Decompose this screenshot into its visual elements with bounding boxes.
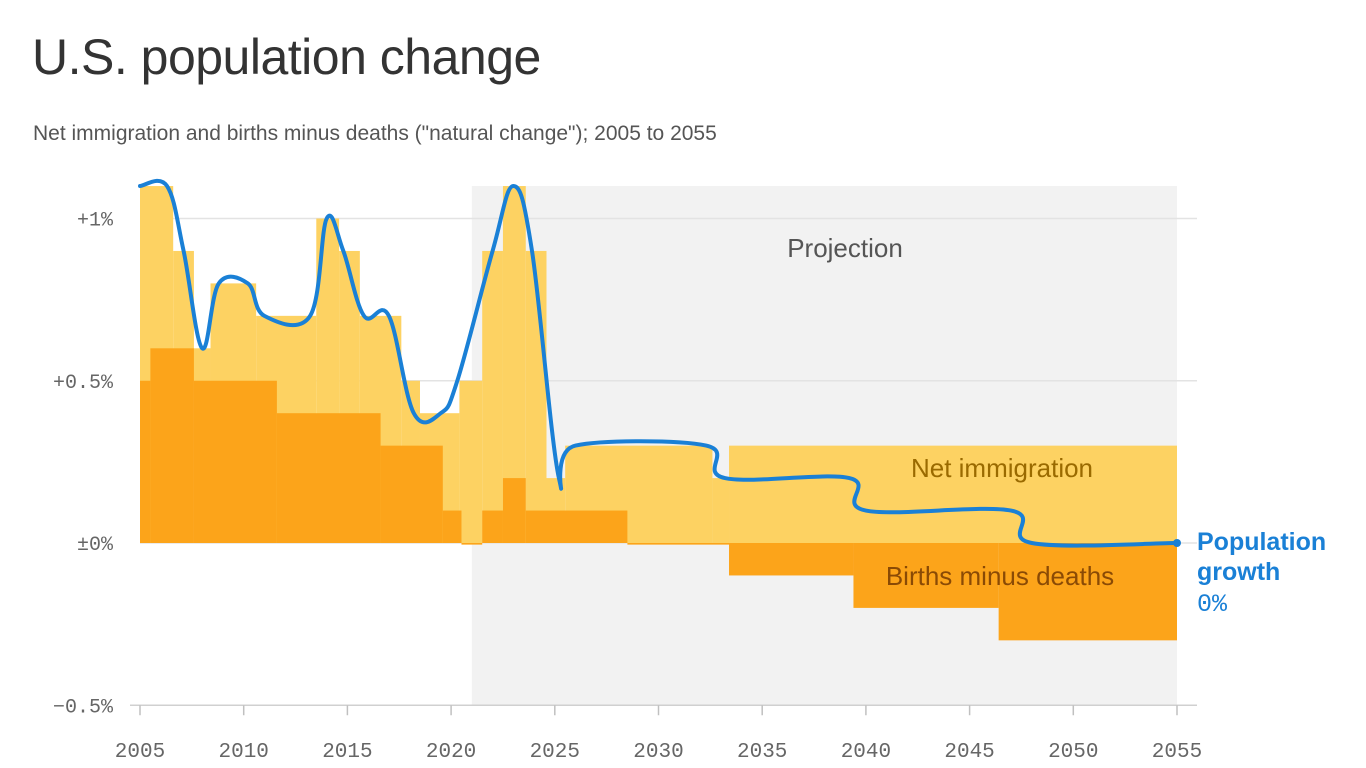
- births-minus-deaths-label: Births minus deaths: [886, 561, 1114, 591]
- population-growth-label: Population growth: [1197, 528, 1333, 586]
- net-immigration-bar-17: [729, 445, 1177, 543]
- x-tick-label-4: 2025: [530, 741, 580, 764]
- natural-change-bar-12: [853, 543, 999, 608]
- natural-change-bar-4: [380, 445, 443, 543]
- x-tick-label-9: 2050: [1048, 741, 1098, 764]
- natural-change-bar-3: [276, 413, 381, 543]
- y-tick-label-2: ±0%: [77, 534, 114, 557]
- x-tick-label-5: 2030: [633, 741, 683, 764]
- population-growth-line: [138, 178, 1179, 548]
- natural-change-bar-10: [627, 543, 730, 545]
- net-immigration-bar-12: [502, 186, 526, 544]
- x-tick-label-3: 2020: [426, 741, 476, 764]
- natural-change-bar-6: [461, 543, 483, 545]
- natural-change-bar-8: [502, 478, 526, 543]
- net-immigration-bar-10: [459, 380, 483, 543]
- x-tick-label-0: 2005: [115, 741, 165, 764]
- net-immigration-bar-11: [482, 250, 503, 543]
- chart-title: U.S. population change: [32, 29, 541, 85]
- natural-change-bar-13: [998, 543, 1177, 641]
- chart-subtitle: Net immigration and births minus deaths …: [33, 122, 717, 145]
- natural-change-bar-5: [442, 510, 462, 543]
- projection-label: Projection: [787, 233, 903, 263]
- natural-change-bar-7: [482, 510, 503, 543]
- net-immigration-label: Net immigration: [911, 453, 1093, 483]
- y-tick-label-1: +0.5%: [53, 372, 114, 395]
- population-growth-end-dot: [1173, 539, 1181, 547]
- natural-change-bar-2: [193, 380, 277, 543]
- natural-change-bar-11: [729, 543, 854, 576]
- y-tick-label-3: −0.5%: [53, 696, 114, 719]
- x-tick-label-7: 2040: [841, 741, 891, 764]
- population-growth-value: 0%: [1197, 590, 1228, 619]
- x-tick-label-1: 2010: [218, 741, 268, 764]
- x-tick-label-2: 2015: [322, 741, 372, 764]
- x-tick-label-8: 2045: [944, 741, 994, 764]
- natural-change-bar-1: [150, 348, 194, 543]
- y-tick-label-0: +1%: [77, 210, 114, 233]
- natural-change-bar-0: [140, 380, 151, 543]
- natural-change-bar-9: [525, 510, 628, 543]
- x-tick-label-6: 2035: [737, 741, 787, 764]
- x-tick-label-10: 2055: [1152, 741, 1202, 764]
- net-immigration-bar-16: [712, 478, 730, 543]
